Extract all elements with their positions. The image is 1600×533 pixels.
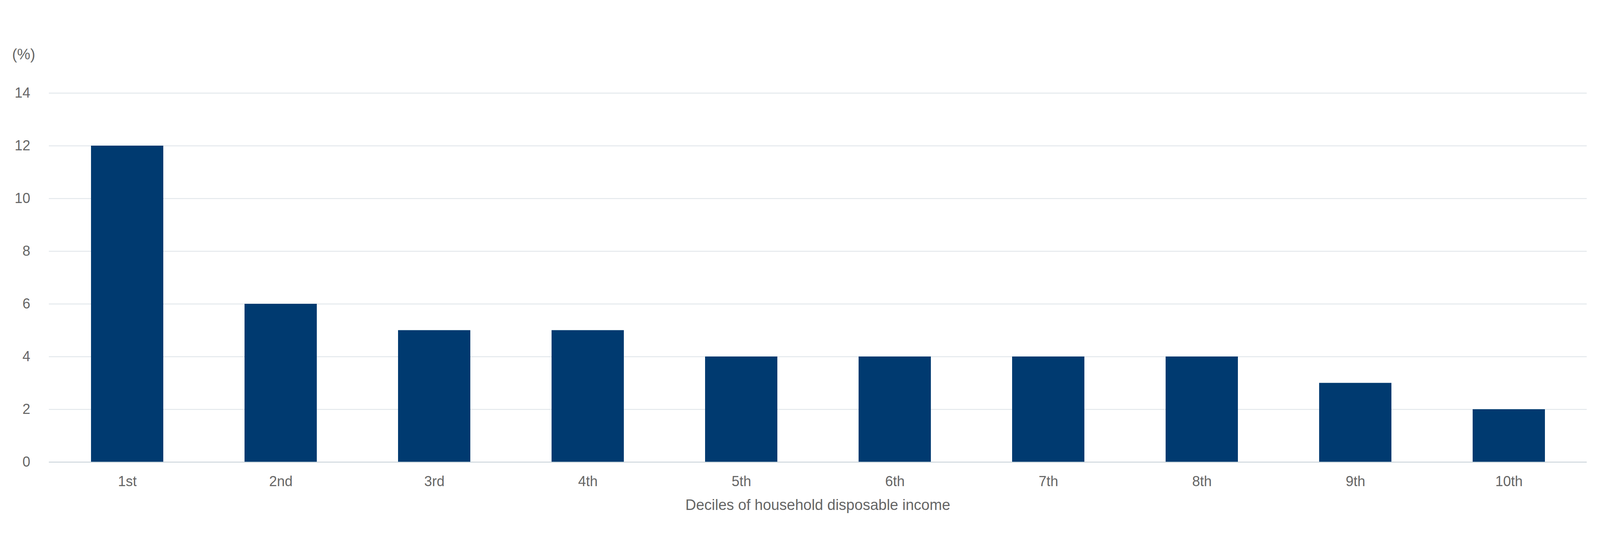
svg-text:5th: 5th — [731, 473, 752, 490]
svg-text:14: 14 — [14, 84, 31, 101]
svg-text:12: 12 — [14, 137, 31, 154]
svg-text:2: 2 — [22, 401, 31, 418]
svg-text:10th: 10th — [1495, 473, 1523, 490]
svg-text:9th: 9th — [1345, 473, 1366, 490]
svg-text:8th: 8th — [1192, 473, 1212, 490]
html-text:Deciles of household disposabl: Deciles of household disposable income — [685, 496, 951, 514]
svg-text:1st: 1st — [117, 473, 137, 490]
svg-text:6: 6 — [22, 295, 31, 312]
svg-text:2nd: 2nd — [269, 473, 293, 490]
svg-text:4th: 4th — [578, 473, 598, 490]
svg-text:10: 10 — [14, 190, 31, 207]
svg-text:7th: 7th — [1038, 473, 1059, 490]
svg-text:3rd: 3rd — [424, 473, 445, 490]
svg-text:0: 0 — [22, 453, 31, 470]
svg-text:6th: 6th — [885, 473, 905, 490]
svg-text:4: 4 — [22, 348, 31, 365]
svg-text:8: 8 — [22, 242, 31, 259]
